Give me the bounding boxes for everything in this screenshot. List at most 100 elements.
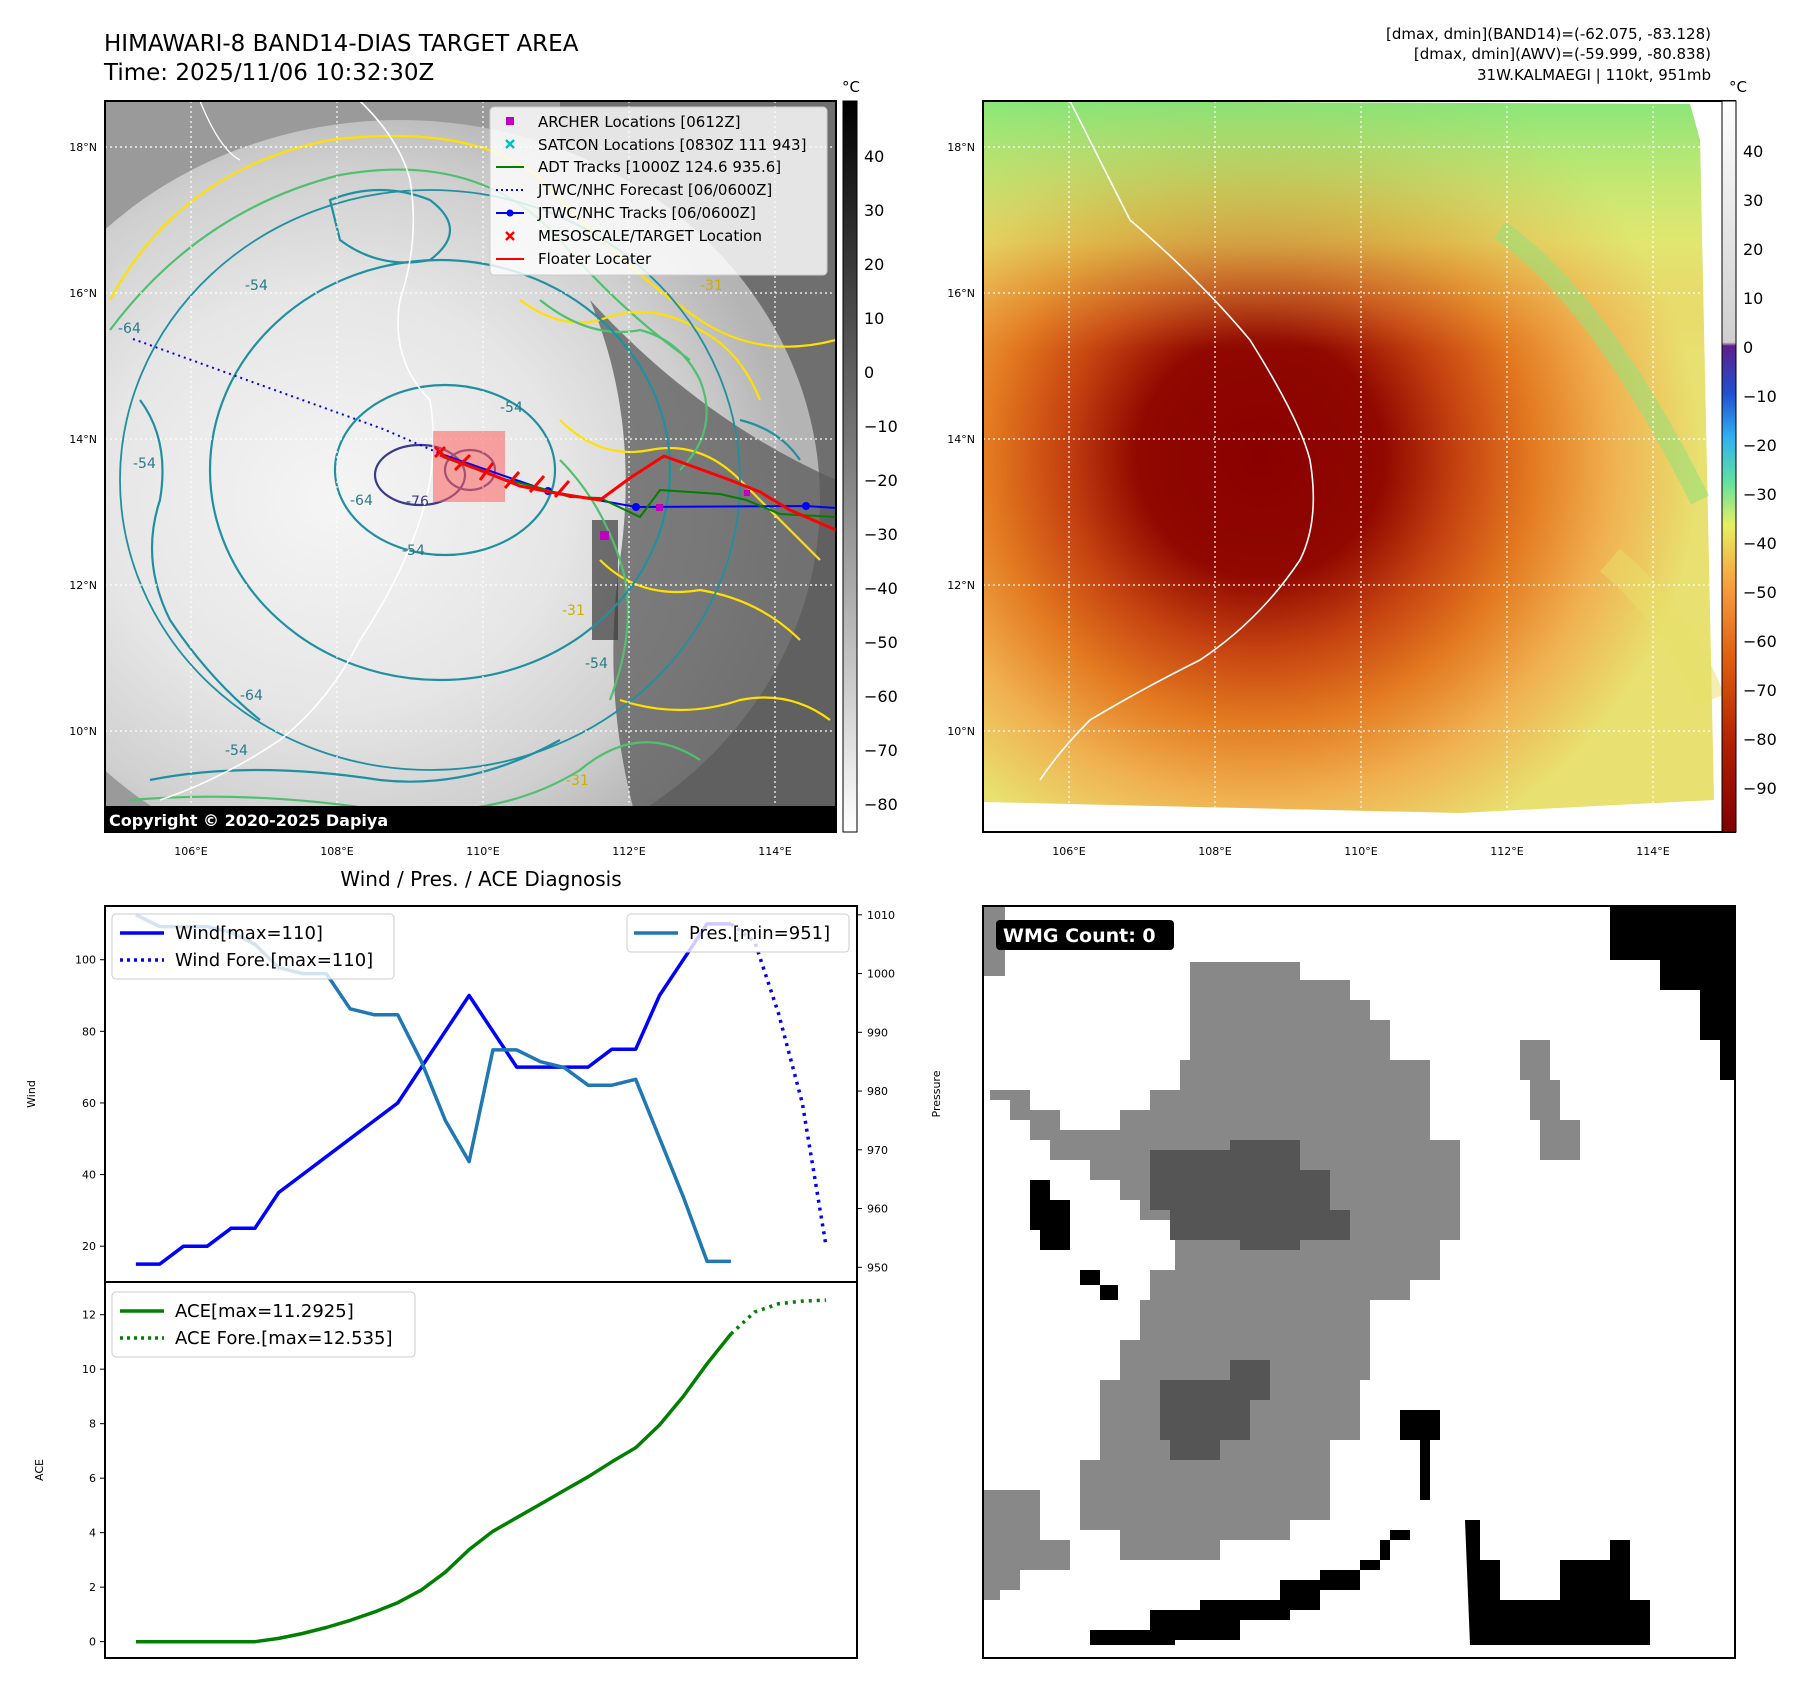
colorbar-tick: −10 — [864, 417, 898, 436]
y2-tick-label: 990 — [867, 1026, 888, 1039]
contour-label: -64 — [350, 493, 373, 509]
series-line-ace-max-11-2925- — [135, 1332, 733, 1644]
map-legend: ARCHER Locations [0612Z] SATCON Location… — [489, 106, 828, 276]
colorbar-tick: −70 — [1743, 681, 1777, 700]
colorbar-tick: 30 — [1743, 191, 1763, 210]
legend-entry: ACE Fore.[max=12.535] — [175, 1328, 393, 1349]
colorbar-left: °C 40 30 20 10 0 −10 −20 −30 −40 −50 −60… — [842, 78, 898, 833]
lat-label: 16°N — [69, 287, 97, 300]
y-tick-label: 10 — [82, 1363, 96, 1376]
y-tick-label: 100 — [75, 954, 96, 967]
ace-chart: 0 2 4 6 8 10 12 — [82, 1298, 827, 1649]
colorbar-unit: °C — [842, 78, 860, 96]
legend-entry: ACE[max=11.2925] — [175, 1301, 354, 1322]
legend-entry: JTWC/NHC Tracks [06/0600Z] — [537, 204, 756, 222]
archer-location — [600, 531, 609, 540]
contour-label: -76 — [406, 494, 429, 510]
contour-label: -31 — [700, 278, 723, 294]
colorbar-tick: −70 — [864, 741, 898, 760]
legend-entry: ARCHER Locations [0612Z] — [538, 113, 741, 131]
lat-label: 18°N — [69, 141, 97, 154]
legend-entry: SATCON Locations [0830Z 111 943] — [538, 136, 806, 154]
lon-label: 106°E — [1052, 845, 1085, 858]
y2-tick-label: 1000 — [867, 968, 895, 981]
contour-label: -31 — [562, 603, 585, 619]
y2-tick-label: 1010 — [867, 909, 895, 922]
pressure-axis-label: Pressure — [930, 1070, 943, 1117]
legend-entry: JTWC/NHC Forecast [06/0600Z] — [537, 181, 772, 199]
contour-label: -54 — [245, 278, 268, 294]
colorbar-tick: −10 — [1743, 387, 1777, 406]
ir-map-right: 18°N 16°N 14°N 12°N 10°N 106°E 108°E 110… — [947, 78, 1777, 858]
wmg-count-label: WMG Count: 0 — [1003, 925, 1156, 947]
legend-x-icon — [505, 231, 515, 241]
ace-axes — [104, 1281, 858, 1659]
y-tick-label: 6 — [89, 1472, 96, 1485]
colorbar-tick: 10 — [1743, 289, 1763, 308]
copyright-text: Copyright © 2020-2025 Dapiya — [109, 811, 388, 830]
series-line-wind-max-110- — [135, 922, 731, 1266]
contour-label: -64 — [240, 688, 263, 704]
colorbar-tick: 0 — [864, 363, 874, 382]
colorbar-tick: −90 — [1743, 779, 1777, 798]
y-tick-label: 4 — [89, 1527, 96, 1540]
contour-label: -64 — [118, 321, 141, 337]
wind-legend: Wind[max=110] Wind Fore.[max=110] — [111, 913, 395, 980]
colorbar-tick: −50 — [864, 633, 898, 652]
lon-label: 110°E — [1344, 845, 1377, 858]
lon-label: 112°E — [612, 845, 645, 858]
colorbar-tick: 0 — [1743, 338, 1753, 357]
y-tick-label: 12 — [82, 1309, 96, 1322]
wmg-count-badge — [996, 920, 1174, 950]
lat-label: 10°N — [947, 725, 975, 738]
colorbar-tick: 30 — [864, 201, 884, 220]
colorbar-tick: −80 — [864, 795, 898, 814]
y-tick-label: 8 — [89, 1418, 96, 1431]
lat-label: 10°N — [69, 725, 97, 738]
y-tick-label: 60 — [82, 1097, 96, 1110]
colorbar-tick: −40 — [1743, 534, 1777, 553]
colorbar-right: °C 40 30 20 10 0 −10 −20 −30 −40 −50 −60… — [1721, 78, 1777, 833]
lon-label: 114°E — [1636, 845, 1669, 858]
y-tick-label: 2 — [89, 1581, 96, 1594]
ace-axis-label: ACE — [33, 1459, 46, 1481]
wmg-panel: WMG Count: 0 — [982, 905, 1736, 1659]
colorbar-tick: −60 — [1743, 632, 1777, 651]
colorbar-tick: 40 — [1743, 142, 1763, 161]
contour-label: -54 — [500, 400, 523, 416]
legend-entry: ADT Tracks [1000Z 124.6 935.6] — [538, 158, 781, 176]
wind-axis-label: Wind — [25, 1080, 38, 1108]
legend-entry: Floater Locater — [538, 250, 652, 268]
ir-map-left: -64 -54 -54 -64 -54 -54 -31 -31 -54 -64 … — [69, 78, 898, 858]
jtwc-forecast-track — [132, 338, 442, 455]
lon-label: 108°E — [1198, 845, 1231, 858]
colorbar-tick: −50 — [1743, 583, 1777, 602]
y-tick-label: 80 — [82, 1025, 96, 1038]
contour-label: -54 — [402, 543, 425, 559]
contour-label: -54 — [133, 456, 156, 472]
diagnosis-title: Wind / Pres. / ACE Diagnosis — [340, 867, 621, 891]
target-x-marker — [433, 445, 447, 459]
series-line-wind-fore-max-110- — [729, 922, 828, 1247]
legend-x-icon — [505, 139, 515, 149]
colorbar-tick: 20 — [864, 255, 884, 274]
ace-legend: ACE[max=11.2925] ACE Fore.[max=12.535] — [111, 1291, 416, 1358]
main-title: HIMAWARI-8 BAND14-DIAS TARGET AREA — [104, 31, 579, 57]
awv-range: [dmax, dmin](AWV)=(-59.999, -80.838) — [1414, 45, 1711, 63]
y-tick-label: 40 — [82, 1169, 96, 1182]
contour-label: -54 — [225, 743, 248, 759]
lon-label: 106°E — [174, 845, 207, 858]
y-tick-label: 20 — [82, 1240, 96, 1253]
lat-label: 12°N — [69, 579, 97, 592]
jtwc-track-point — [632, 503, 640, 511]
y2-tick-label: 970 — [867, 1144, 888, 1157]
contour-label: -54 — [585, 656, 608, 672]
copyright-strip — [105, 806, 836, 832]
colorbar-tick: 20 — [1743, 240, 1763, 259]
band14-range: [dmax, dmin](BAND14)=(-62.075, -83.128) — [1386, 25, 1711, 43]
contour-label: -31 — [566, 773, 589, 789]
pressure-legend: Pres.[min=951] — [626, 913, 850, 953]
colorbar-tick: 10 — [864, 309, 884, 328]
y-tick-label: 0 — [89, 1636, 96, 1649]
